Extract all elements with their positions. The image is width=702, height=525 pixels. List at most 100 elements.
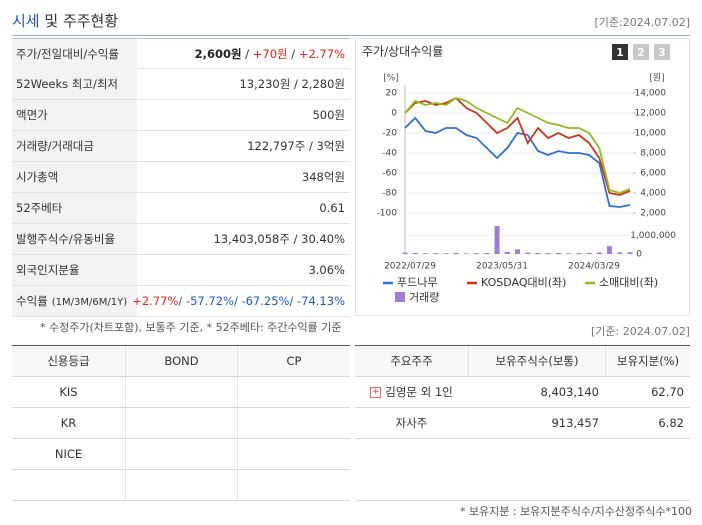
row-label: 52Weeks 최고/최저 <box>12 69 137 99</box>
series-line <box>404 116 631 208</box>
cell: 913,457 <box>468 408 605 439</box>
row-label: 액면가 <box>12 100 137 130</box>
value-part: 3.06% <box>308 263 345 277</box>
cell <box>237 470 350 501</box>
legend-label: 거래량 <box>409 291 439 304</box>
cell <box>125 377 237 408</box>
row-label: 수익률 (1M/3M/6M/1Y) <box>12 286 137 316</box>
quote-row: 발행주식수/유동비율 13,403,058주 / 30.40% <box>12 224 350 255</box>
tab-button[interactable] <box>612 44 628 60</box>
row-label: 발행주식수/유동비율 <box>12 224 137 254</box>
tab-label: 3 <box>658 46 666 59</box>
value-part: / <box>241 47 253 61</box>
volume-bar <box>494 226 500 254</box>
volume-bar <box>617 252 623 254</box>
cell-text: 김영문 외 1인 <box>385 385 453 399</box>
volume-bar <box>474 253 480 254</box>
cell: KIS <box>12 377 125 408</box>
x-tick-label: 2022/07/29 <box>384 262 436 272</box>
value-part: / -57.72% <box>178 294 234 308</box>
row-value: 13,230원 / 2,280원 <box>239 69 345 99</box>
volume-bar <box>535 252 541 254</box>
y2-tick-label: 12,000 <box>635 109 667 119</box>
legend-label: 소매대비(좌) <box>599 276 658 289</box>
legend-swatch <box>395 292 405 302</box>
tab-button[interactable] <box>654 44 670 60</box>
y-tick-label: -80 <box>382 189 397 199</box>
value-part: 2,600원 <box>194 47 242 61</box>
cell: 8,403,140 <box>468 377 605 408</box>
volume-bar <box>596 252 602 254</box>
cell: + 김영문 외 1인 <box>355 377 468 408</box>
footnote: * 보유지분 : 보유지분주식수/지수산정주식수*100 <box>459 505 692 518</box>
volume-bar <box>607 246 613 254</box>
volume-bar <box>525 252 531 254</box>
x-tick-label: 2023/05/31 <box>476 262 528 272</box>
row-label: 외국인지분율 <box>12 255 137 285</box>
tab-label: 1 <box>616 46 624 59</box>
row-value: 348억원 <box>302 162 345 192</box>
volume-bar <box>443 253 449 254</box>
quote-row: 52주베타 0.61 <box>12 193 350 224</box>
header-cell: 보유주식수(보통) <box>468 346 605 377</box>
value-part: 13,230원 / 2,280원 <box>239 77 345 91</box>
quote-row: 수익률 (1M/3M/6M/1Y) +2.77%/ -57.72%/ -67.25%… <box>12 286 350 317</box>
cell <box>237 408 350 439</box>
tab-label: 2 <box>637 46 645 59</box>
header-cell: 주요주주 <box>355 346 468 377</box>
row-value: 3.06% <box>308 255 345 285</box>
table-top <box>355 345 690 346</box>
value-part: / -74.13% <box>289 294 345 308</box>
volume-bar <box>566 253 572 254</box>
volume-bar <box>463 253 469 254</box>
title: 시세 및 주주현황 <box>12 10 118 31</box>
volume-bar <box>576 253 582 254</box>
value-part: 0.61 <box>319 201 345 215</box>
volume-bar <box>555 252 561 254</box>
volume-bar <box>484 253 490 254</box>
cell <box>355 470 468 501</box>
row-label: 거래량/거래대금 <box>12 131 137 161</box>
tab-button[interactable] <box>633 44 649 60</box>
cell <box>12 470 125 501</box>
y2-tick-label: 4,000 <box>640 189 666 199</box>
chart-title: 주가/상대수익률 <box>362 45 443 59</box>
quote-row: 52Weeks 최고/최저 13,230원 / 2,280원 <box>12 69 350 100</box>
value-part: 500원 <box>312 108 345 122</box>
axis-unit: [원] <box>649 73 664 84</box>
quote-row: 외국인지분율 3.06% <box>12 255 350 286</box>
value-part: 13,403,058주 / 30.40% <box>213 232 345 246</box>
value-part: / <box>287 47 299 61</box>
value-part: 122,797주 / 3억원 <box>247 139 345 153</box>
value-part: +2.77% <box>298 47 345 61</box>
date: [기준: 2024.07.02] <box>590 325 690 338</box>
volume-bar <box>402 252 408 254</box>
cell: KR <box>12 408 125 439</box>
value-part: +2.77% <box>132 294 179 308</box>
row-value: 500원 <box>312 100 345 130</box>
footnote: * 수정주가(차트포함), 보통주 기준, * 52주베타: 주간수익률 기준 <box>40 321 342 334</box>
title-main: 시세 <box>12 12 40 30</box>
divider <box>12 35 690 36</box>
plus-icon: + <box>370 387 382 398</box>
row-value: 0.61 <box>319 193 345 223</box>
chart-panel <box>355 38 690 316</box>
cell <box>125 439 237 470</box>
volume-bar <box>627 252 633 254</box>
quote-row: 거래량/거래대금 122,797주 / 3억원 <box>12 131 350 162</box>
value-part: +70원 <box>252 47 288 61</box>
row-value: 13,403,058주 / 30.40% <box>214 224 345 254</box>
y2-tick-label: 10,000 <box>635 129 667 139</box>
header-cell: BOND <box>125 346 237 377</box>
row-label-sub: (1M/3M/6M/1Y) <box>51 297 128 308</box>
volume-bar <box>433 253 439 254</box>
volume-bar <box>515 249 520 254</box>
cell: NICE <box>12 439 125 470</box>
y-tick-label: 0 <box>391 109 397 119</box>
value-part: / -67.25% <box>233 294 290 308</box>
y-tick-label: -20 <box>382 129 397 139</box>
cell <box>355 439 468 470</box>
cell: 62.70 <box>605 377 690 408</box>
table-top <box>12 345 350 346</box>
